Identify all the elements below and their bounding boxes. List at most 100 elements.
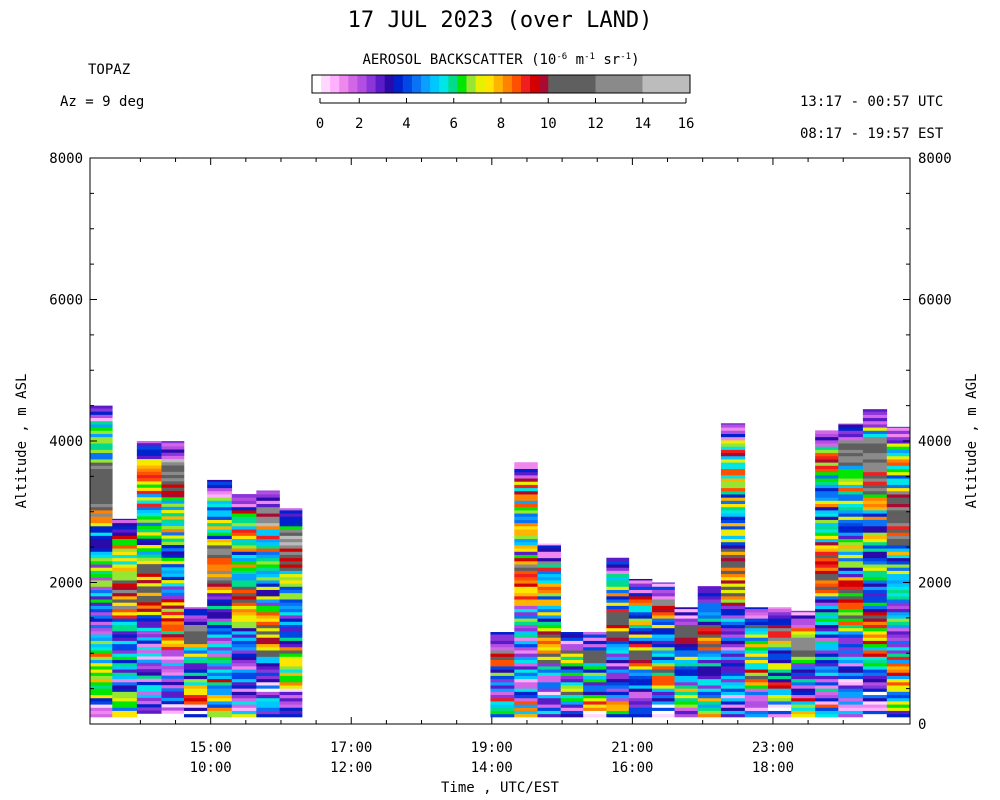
- profile-cell: [886, 427, 911, 431]
- profile-cell: [514, 608, 538, 613]
- profile-cell: [207, 557, 233, 562]
- profile-cell: [537, 688, 561, 692]
- profile-cell: [720, 439, 746, 444]
- profile-cell: [583, 685, 607, 689]
- profile-cell: [514, 462, 538, 466]
- profile-cell: [183, 713, 208, 718]
- profile-cell: [136, 547, 162, 552]
- profile-cell: [537, 630, 561, 635]
- profile-cell: [815, 675, 839, 680]
- profile-cell: [886, 685, 911, 689]
- profile-cell: [628, 669, 653, 673]
- profile-cell: [136, 672, 162, 676]
- profile-cell: [606, 656, 630, 661]
- profile-cell: [514, 522, 538, 527]
- profile-cell: [112, 669, 138, 673]
- profile-cell: [720, 554, 746, 559]
- profile-cell: [697, 656, 722, 661]
- profile-cell: [862, 471, 888, 476]
- profile-cell: [720, 478, 746, 482]
- profile-cell: [720, 707, 746, 711]
- profile-cell: [720, 525, 746, 530]
- profile-cell: [815, 659, 839, 664]
- profile-cell: [537, 621, 561, 625]
- profile-cell: [279, 508, 303, 511]
- profile-cell: [791, 685, 816, 689]
- profile-cell: [161, 471, 185, 475]
- profile-cell: [720, 487, 746, 492]
- profile-cell: [161, 608, 185, 612]
- profile-cell: [838, 532, 864, 536]
- profile-cell: [207, 646, 233, 651]
- profile-cell: [207, 621, 233, 625]
- profile-cell: [207, 573, 233, 578]
- profile-column: [791, 610, 816, 718]
- profile-cell: [136, 605, 162, 609]
- profile-cell: [560, 665, 584, 670]
- profile-cell: [606, 602, 630, 606]
- profile-cell: [256, 621, 280, 625]
- y-tick-label-left: 6000: [49, 293, 83, 309]
- profile-cell: [112, 656, 138, 661]
- profile-cell: [90, 436, 113, 441]
- colorbar-segment: [384, 75, 395, 93]
- profile-cell: [606, 681, 630, 686]
- profile-column: [537, 543, 561, 718]
- x-tick-label-utc: 15:00: [190, 740, 232, 756]
- profile-cell: [652, 630, 675, 635]
- profile-cell: [862, 678, 888, 683]
- profile-cell: [136, 646, 162, 651]
- profile-cell: [136, 617, 162, 622]
- profile-cell: [628, 643, 653, 648]
- profile-cell: [279, 681, 303, 686]
- profile-cell: [90, 669, 113, 673]
- profile-cell: [90, 634, 113, 638]
- profile-cell: [207, 637, 233, 641]
- profile-cell: [560, 678, 584, 683]
- profile-cell: [183, 688, 208, 692]
- profile-cell: [720, 611, 746, 616]
- profile-cell: [628, 678, 653, 683]
- profile-cell: [768, 710, 792, 715]
- profile-cell: [490, 640, 515, 645]
- profile-cell: [112, 665, 138, 670]
- profile-cell: [560, 691, 584, 696]
- profile-cell: [720, 583, 746, 587]
- profile-column: [90, 405, 113, 718]
- profile-cell: [161, 554, 185, 558]
- profile-cell: [720, 522, 746, 527]
- profile-cell: [838, 621, 864, 625]
- profile-cell: [652, 685, 675, 689]
- profile-cell: [838, 602, 864, 606]
- profile-cell: [862, 630, 888, 635]
- profile-cell: [886, 449, 911, 454]
- profile-cell: [674, 681, 699, 686]
- profile-cell: [136, 487, 162, 491]
- profile-cell: [231, 656, 257, 661]
- profile-cell: [90, 691, 113, 696]
- profile-cell: [112, 589, 138, 594]
- colorbar-segment: [312, 75, 322, 93]
- profile-cell: [886, 675, 911, 680]
- profile-cell: [90, 694, 113, 699]
- profile-cell: [838, 634, 864, 638]
- profile-cell: [560, 713, 584, 718]
- profile-cell: [768, 681, 792, 686]
- profile-cell: [231, 567, 257, 571]
- y-tick-label-left: 4000: [49, 434, 83, 450]
- profile-cell: [207, 627, 233, 632]
- profile-cell: [279, 519, 303, 524]
- profile-cell: [791, 615, 816, 619]
- profile-cell: [90, 414, 113, 419]
- profile-cell: [652, 688, 675, 692]
- profile-cell: [514, 519, 538, 524]
- profile-cell: [583, 637, 607, 641]
- profile-cell: [791, 701, 816, 705]
- profile-cell: [514, 545, 538, 549]
- profile-cell: [231, 538, 257, 543]
- profile-cell: [537, 637, 561, 641]
- profile-cell: [256, 602, 280, 606]
- profile-cell: [720, 430, 746, 434]
- profile-column: [862, 409, 888, 718]
- profile-cell: [231, 573, 257, 578]
